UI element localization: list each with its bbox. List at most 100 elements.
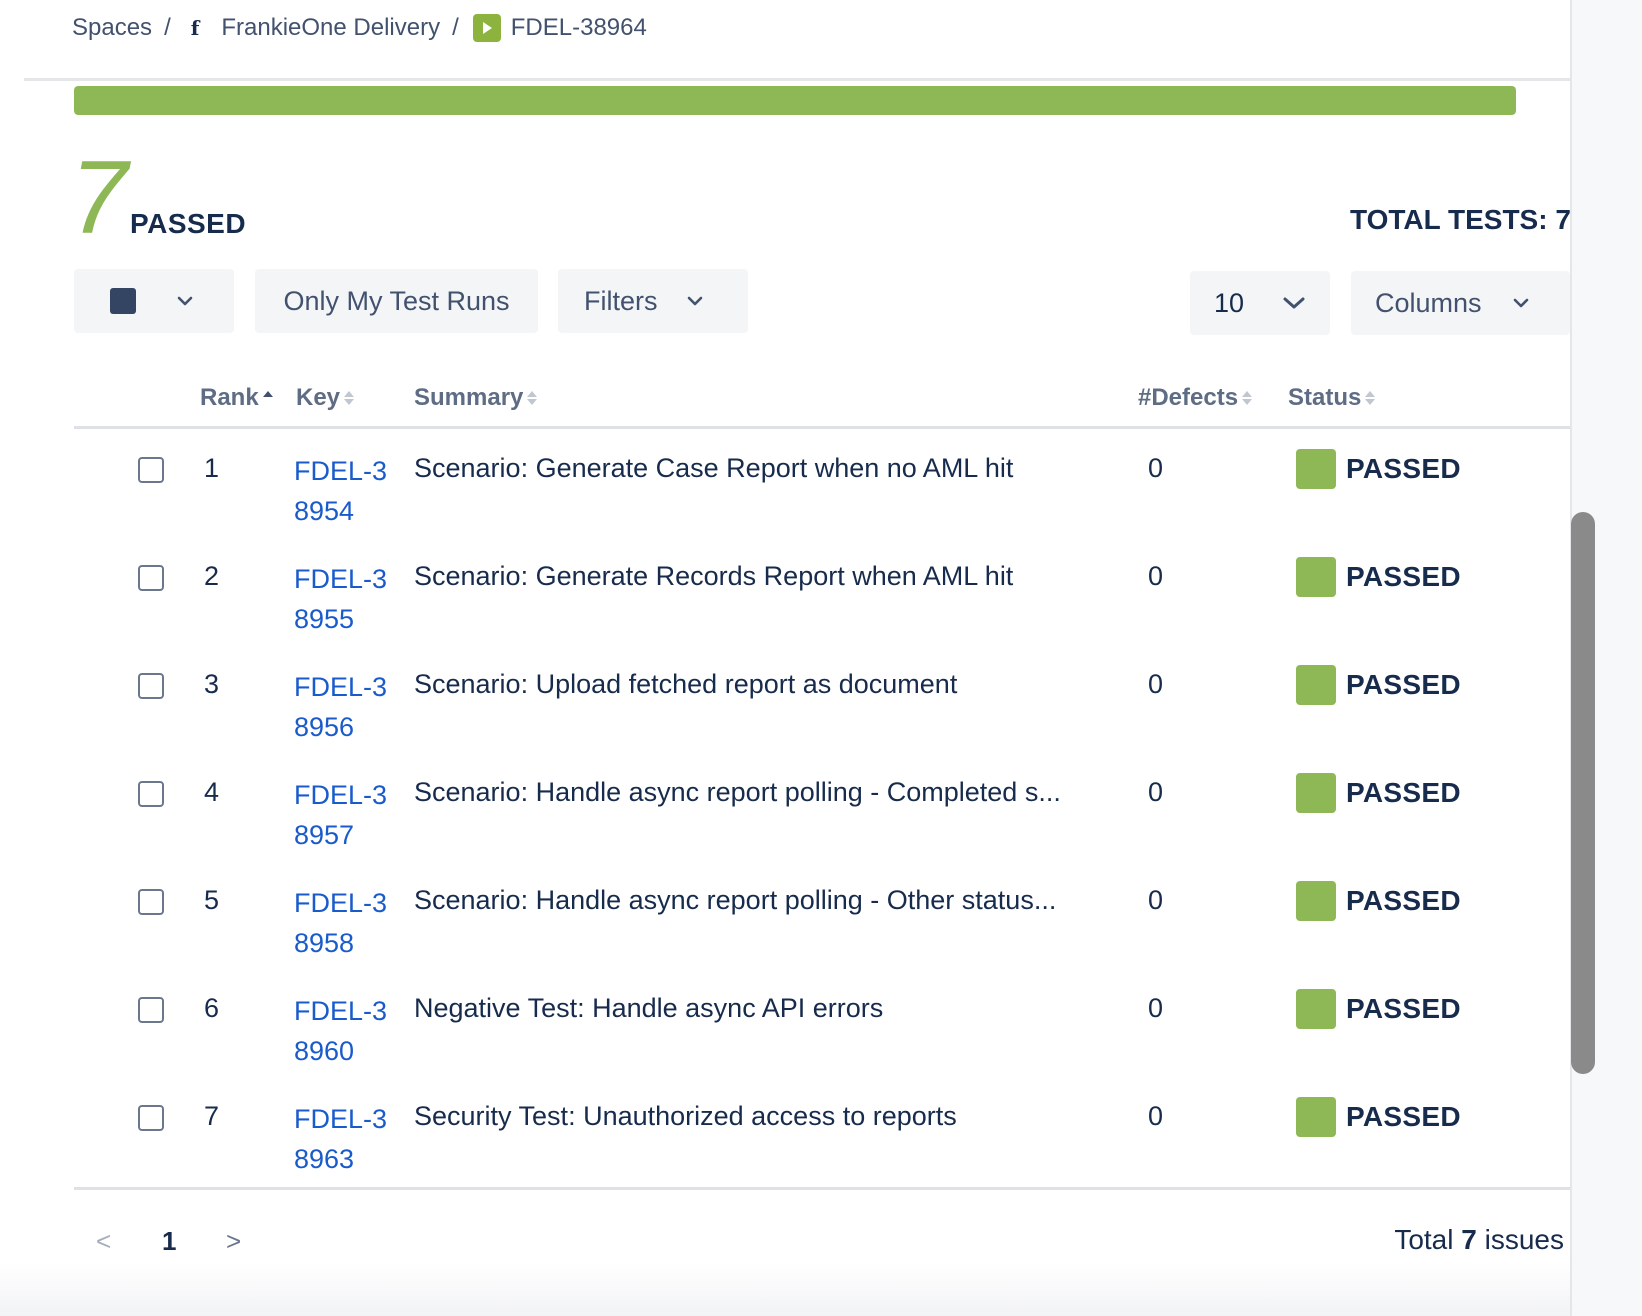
sort-icon (1365, 391, 1376, 405)
row-rank: 7 (204, 1101, 220, 1131)
column-header-status[interactable]: Status (1288, 384, 1376, 412)
breadcrumb: Spaces / f FrankieOne Delivery / FDEL-38… (72, 10, 647, 46)
column-header-key-label: Key (296, 384, 341, 411)
row-checkbox[interactable] (138, 997, 164, 1023)
passed-count: 7 (70, 140, 128, 256)
table-header: Rank Key Summary #Defects Status (74, 384, 1570, 426)
row-key-link[interactable]: FDEL-38963 (294, 1104, 388, 1174)
total-issues-suffix: issues (1484, 1224, 1564, 1255)
chevron-down-icon (1512, 297, 1530, 309)
columns-dropdown[interactable]: Columns (1351, 271, 1570, 335)
column-header-key[interactable]: Key (296, 384, 355, 412)
row-key-link[interactable]: FDEL-38960 (294, 996, 388, 1066)
row-status: PASSED (1346, 993, 1461, 1024)
page-size-select[interactable]: 10 (1190, 271, 1330, 335)
row-defects: 0 (1148, 885, 1164, 915)
sort-icon (1242, 391, 1253, 405)
status-color-swatch (1296, 557, 1336, 597)
passed-label: PASSED (130, 208, 247, 239)
column-header-rank-label: Rank (200, 384, 259, 411)
row-status: PASSED (1346, 885, 1461, 916)
row-defects: 0 (1148, 1101, 1164, 1131)
breadcrumb-space-link[interactable]: FrankieOne Delivery (221, 14, 441, 41)
row-summary: Scenario: Handle async report polling - … (414, 885, 1057, 915)
row-key-link[interactable]: FDEL-38954 (294, 456, 388, 526)
row-key-link[interactable]: FDEL-38957 (294, 780, 388, 850)
row-status: PASSED (1346, 669, 1461, 700)
bottom-fade (0, 1262, 1570, 1316)
row-status: PASSED (1346, 1101, 1461, 1132)
table-row: 4 FDEL-38957 Scenario: Handle async repo… (74, 753, 1570, 861)
header-divider (24, 78, 1570, 81)
status-color-swatch (1296, 881, 1336, 921)
row-key-link[interactable]: FDEL-38955 (294, 564, 388, 634)
row-defects: 0 (1148, 777, 1164, 807)
row-summary: Scenario: Upload fetched report as docum… (414, 669, 958, 699)
page-size-value: 10 (1214, 287, 1245, 318)
row-checkbox[interactable] (138, 1105, 164, 1131)
status-color-swatch (1296, 989, 1336, 1029)
test-execution-icon (472, 14, 501, 42)
sort-icon (527, 391, 538, 405)
row-defects: 0 (1148, 453, 1164, 483)
column-header-defects[interactable]: #Defects (1138, 384, 1253, 412)
column-header-summary[interactable]: Summary (414, 384, 538, 412)
filters-dropdown[interactable]: Filters (558, 269, 748, 333)
sort-icon (262, 391, 273, 405)
checkbox-square-icon (110, 288, 136, 314)
scrollbar-thumb[interactable] (1571, 512, 1595, 1074)
row-status: PASSED (1346, 453, 1461, 484)
table-row: 2 FDEL-38955 Scenario: Generate Records … (74, 537, 1570, 645)
chevron-down-icon (1282, 295, 1306, 311)
row-checkbox[interactable] (138, 889, 164, 915)
total-issues-count: 7 (1461, 1224, 1477, 1255)
breadcrumb-separator: / (452, 14, 459, 41)
row-key-link[interactable]: FDEL-38958 (294, 888, 388, 958)
row-rank: 3 (204, 669, 220, 699)
table-row: 3 FDEL-38956 Scenario: Upload fetched re… (74, 645, 1570, 753)
row-summary: Security Test: Unauthorized access to re… (414, 1101, 957, 1131)
chevron-down-icon (686, 295, 704, 307)
row-rank: 2 (204, 561, 220, 591)
table-row: 1 FDEL-38954 Scenario: Generate Case Rep… (74, 429, 1570, 537)
table-row: 5 FDEL-38958 Scenario: Handle async repo… (74, 861, 1570, 969)
column-header-rank[interactable]: Rank (200, 384, 273, 412)
table-header-divider (74, 426, 1570, 429)
status-color-swatch (1296, 1097, 1336, 1137)
row-summary: Scenario: Generate Records Report when A… (414, 561, 1014, 591)
table-footer-divider (74, 1187, 1570, 1190)
total-issues-prefix: Total (1394, 1224, 1454, 1255)
breadcrumb-spaces-link[interactable]: Spaces (72, 14, 153, 41)
row-checkbox[interactable] (138, 673, 164, 699)
status-color-swatch (1296, 449, 1336, 489)
test-progress-bar (74, 86, 1516, 115)
row-rank: 4 (204, 777, 220, 807)
row-summary: Scenario: Handle async report polling - … (414, 777, 1061, 807)
row-checkbox[interactable] (138, 781, 164, 807)
status-color-swatch (1296, 665, 1336, 705)
page-1-button[interactable]: 1 (162, 1226, 177, 1256)
chevron-down-icon (176, 295, 194, 307)
row-key-link[interactable]: FDEL-38956 (294, 672, 388, 742)
table-row: 7 FDEL-38963 Security Test: Unauthorized… (74, 1077, 1570, 1185)
row-status: PASSED (1346, 777, 1461, 808)
row-defects: 0 (1148, 561, 1164, 591)
row-checkbox[interactable] (138, 457, 164, 483)
column-header-summary-label: Summary (414, 384, 524, 411)
sort-icon (344, 391, 355, 405)
column-header-defects-label: #Defects (1138, 384, 1239, 411)
row-rank: 6 (204, 993, 220, 1023)
progress-passed-segment (74, 86, 1516, 115)
breadcrumb-issue-link[interactable]: FDEL-38964 (510, 14, 647, 41)
previous-page-button[interactable]: < (96, 1226, 112, 1256)
bulk-select-dropdown[interactable] (74, 269, 234, 333)
filters-label: Filters (584, 285, 658, 316)
row-summary: Negative Test: Handle async API errors (414, 993, 884, 1023)
only-my-test-runs-button[interactable]: Only My Test Runs (255, 269, 538, 333)
row-checkbox[interactable] (138, 565, 164, 591)
next-page-button[interactable]: > (226, 1226, 242, 1256)
row-rank: 5 (204, 885, 220, 915)
total-issues-label: Total 7 issues (1394, 1224, 1564, 1256)
column-header-status-label: Status (1288, 384, 1362, 411)
row-rank: 1 (204, 453, 220, 483)
